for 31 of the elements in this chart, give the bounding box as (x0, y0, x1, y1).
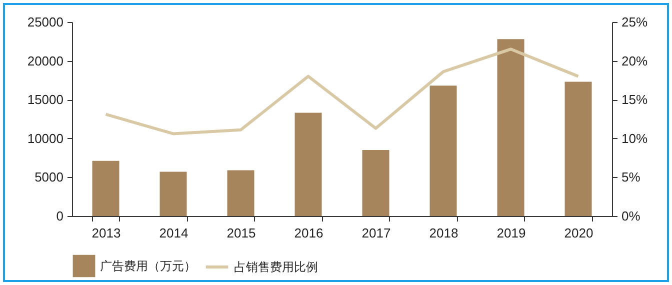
y2-tick-label: 20% (622, 53, 648, 68)
bar (160, 172, 187, 216)
x-tick-label: 2018 (429, 226, 458, 240)
y-tick-label: 15000 (27, 92, 64, 108)
x-tick-label: 2020 (564, 226, 594, 240)
x-tick-label: 2017 (362, 226, 391, 240)
legend-label: 占销售费用比例 (234, 260, 318, 274)
y2-tick-label: 10% (622, 130, 648, 146)
y-tick-label: 10000 (27, 130, 64, 146)
x-tick-label: 2013 (92, 226, 121, 240)
x-tick-label: 2014 (159, 226, 188, 240)
x-tick-label: 2016 (294, 226, 324, 240)
bar (227, 170, 254, 216)
bar (362, 150, 390, 216)
bar (294, 112, 322, 216)
y-tick-label: 25000 (27, 14, 64, 30)
bar (497, 39, 524, 216)
legend-label: 广告费用（万元） (100, 259, 196, 273)
x-tick-label: 2015 (226, 226, 256, 240)
y-tick-label: 5000 (34, 170, 64, 185)
line-series (104, 48, 580, 136)
y-tick-label: 0 (56, 208, 64, 224)
y2-tick-label: 15% (622, 92, 648, 108)
y-tick-label: 20000 (27, 53, 64, 68)
y2-tick-label: 25% (622, 14, 648, 30)
y2-tick-label: 0% (622, 208, 641, 224)
x-tick-label: 2019 (496, 226, 526, 240)
y2-tick-label: 5% (622, 170, 641, 185)
bar (92, 160, 120, 216)
bar (564, 82, 592, 216)
bar (430, 86, 457, 216)
